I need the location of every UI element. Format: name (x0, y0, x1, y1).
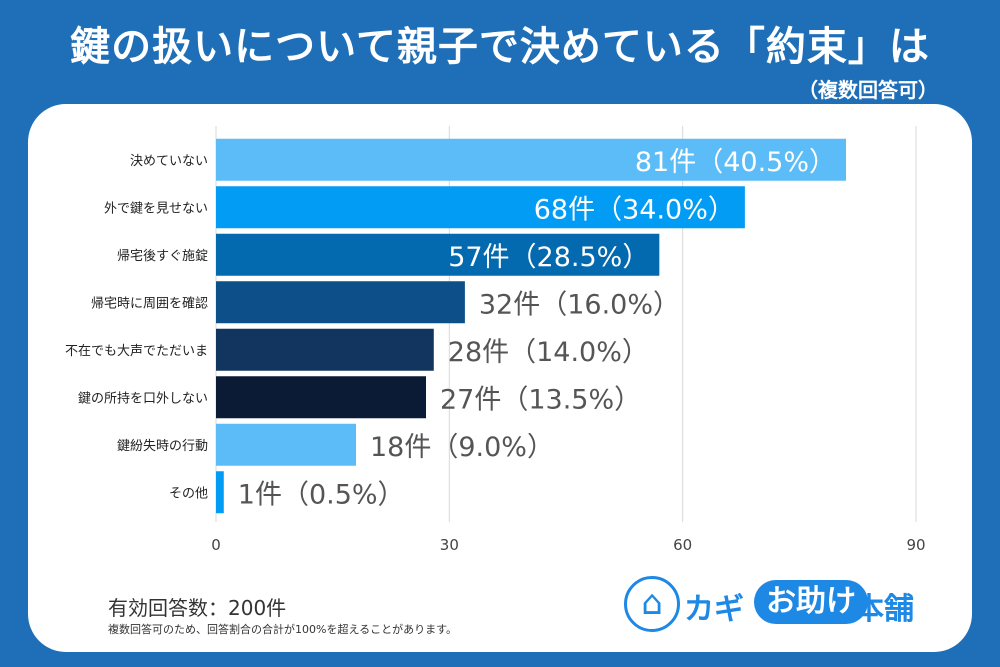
category-label: 鍵紛失時の行動 (117, 438, 208, 454)
bar (216, 233, 660, 276)
category-label: 決めていない (130, 154, 208, 169)
category-label: 帰宅後すぐ施錠 (117, 248, 208, 264)
bar (216, 328, 434, 371)
footnote: 複数回答可のため、回答割合の合計が100%を超えることがあります。 (108, 623, 458, 636)
house-key-icon (624, 576, 680, 632)
bar (216, 471, 224, 514)
x-tick-label: 90 (906, 536, 925, 554)
data-label: 1件（0.5%） (238, 479, 405, 510)
data-label: 32件（16.0%） (479, 289, 680, 320)
x-tick-label: 60 (673, 536, 692, 554)
bar (216, 138, 846, 181)
brand-logo: カギ お助け 本舗 (624, 570, 914, 642)
data-label: 18件（9.0%） (370, 432, 554, 463)
category-label: 外で鍵を見せない (104, 200, 208, 216)
category-label: 鍵の所持を口外しない (78, 390, 208, 406)
bar (216, 423, 356, 466)
data-label: 81件（40.5%） (635, 147, 836, 178)
category-label: その他 (169, 486, 208, 501)
data-label: 68件（34.0%） (534, 194, 735, 225)
x-tick-label: 30 (440, 536, 459, 554)
x-tick-label: 0 (211, 536, 221, 554)
data-label: 57件（28.5%） (448, 242, 649, 273)
data-label: 28件（14.0%） (448, 337, 649, 368)
logo-text-otasuke: お助け (754, 580, 868, 624)
bar (216, 376, 426, 419)
logo-text-kagi: カギ (684, 592, 744, 627)
chart-card: 0 30 60 90 決めていない 81件（40.5%） 外で鍵を見せない 68件（34.0%… (28, 104, 972, 652)
respondent-count: 有効回答数：200件 (108, 596, 287, 620)
chart-title: 鍵の扱いについて親子で決めている「約束」は (70, 24, 930, 70)
category-label: 帰宅時に周囲を確認 (91, 295, 208, 311)
bar (216, 281, 465, 324)
category-label: 不在でも大声でただいま (65, 344, 208, 359)
bar-chart: 0 30 60 90 決めていない 81件（40.5%） 外で鍵を見せない 68件（34.0%… (65, 126, 926, 554)
logo-text-honpo: 本舗 (854, 592, 914, 627)
chart-subtitle: （複数回答可） (798, 78, 938, 102)
data-label: 27件（13.5%） (440, 384, 641, 415)
bar (216, 186, 745, 229)
